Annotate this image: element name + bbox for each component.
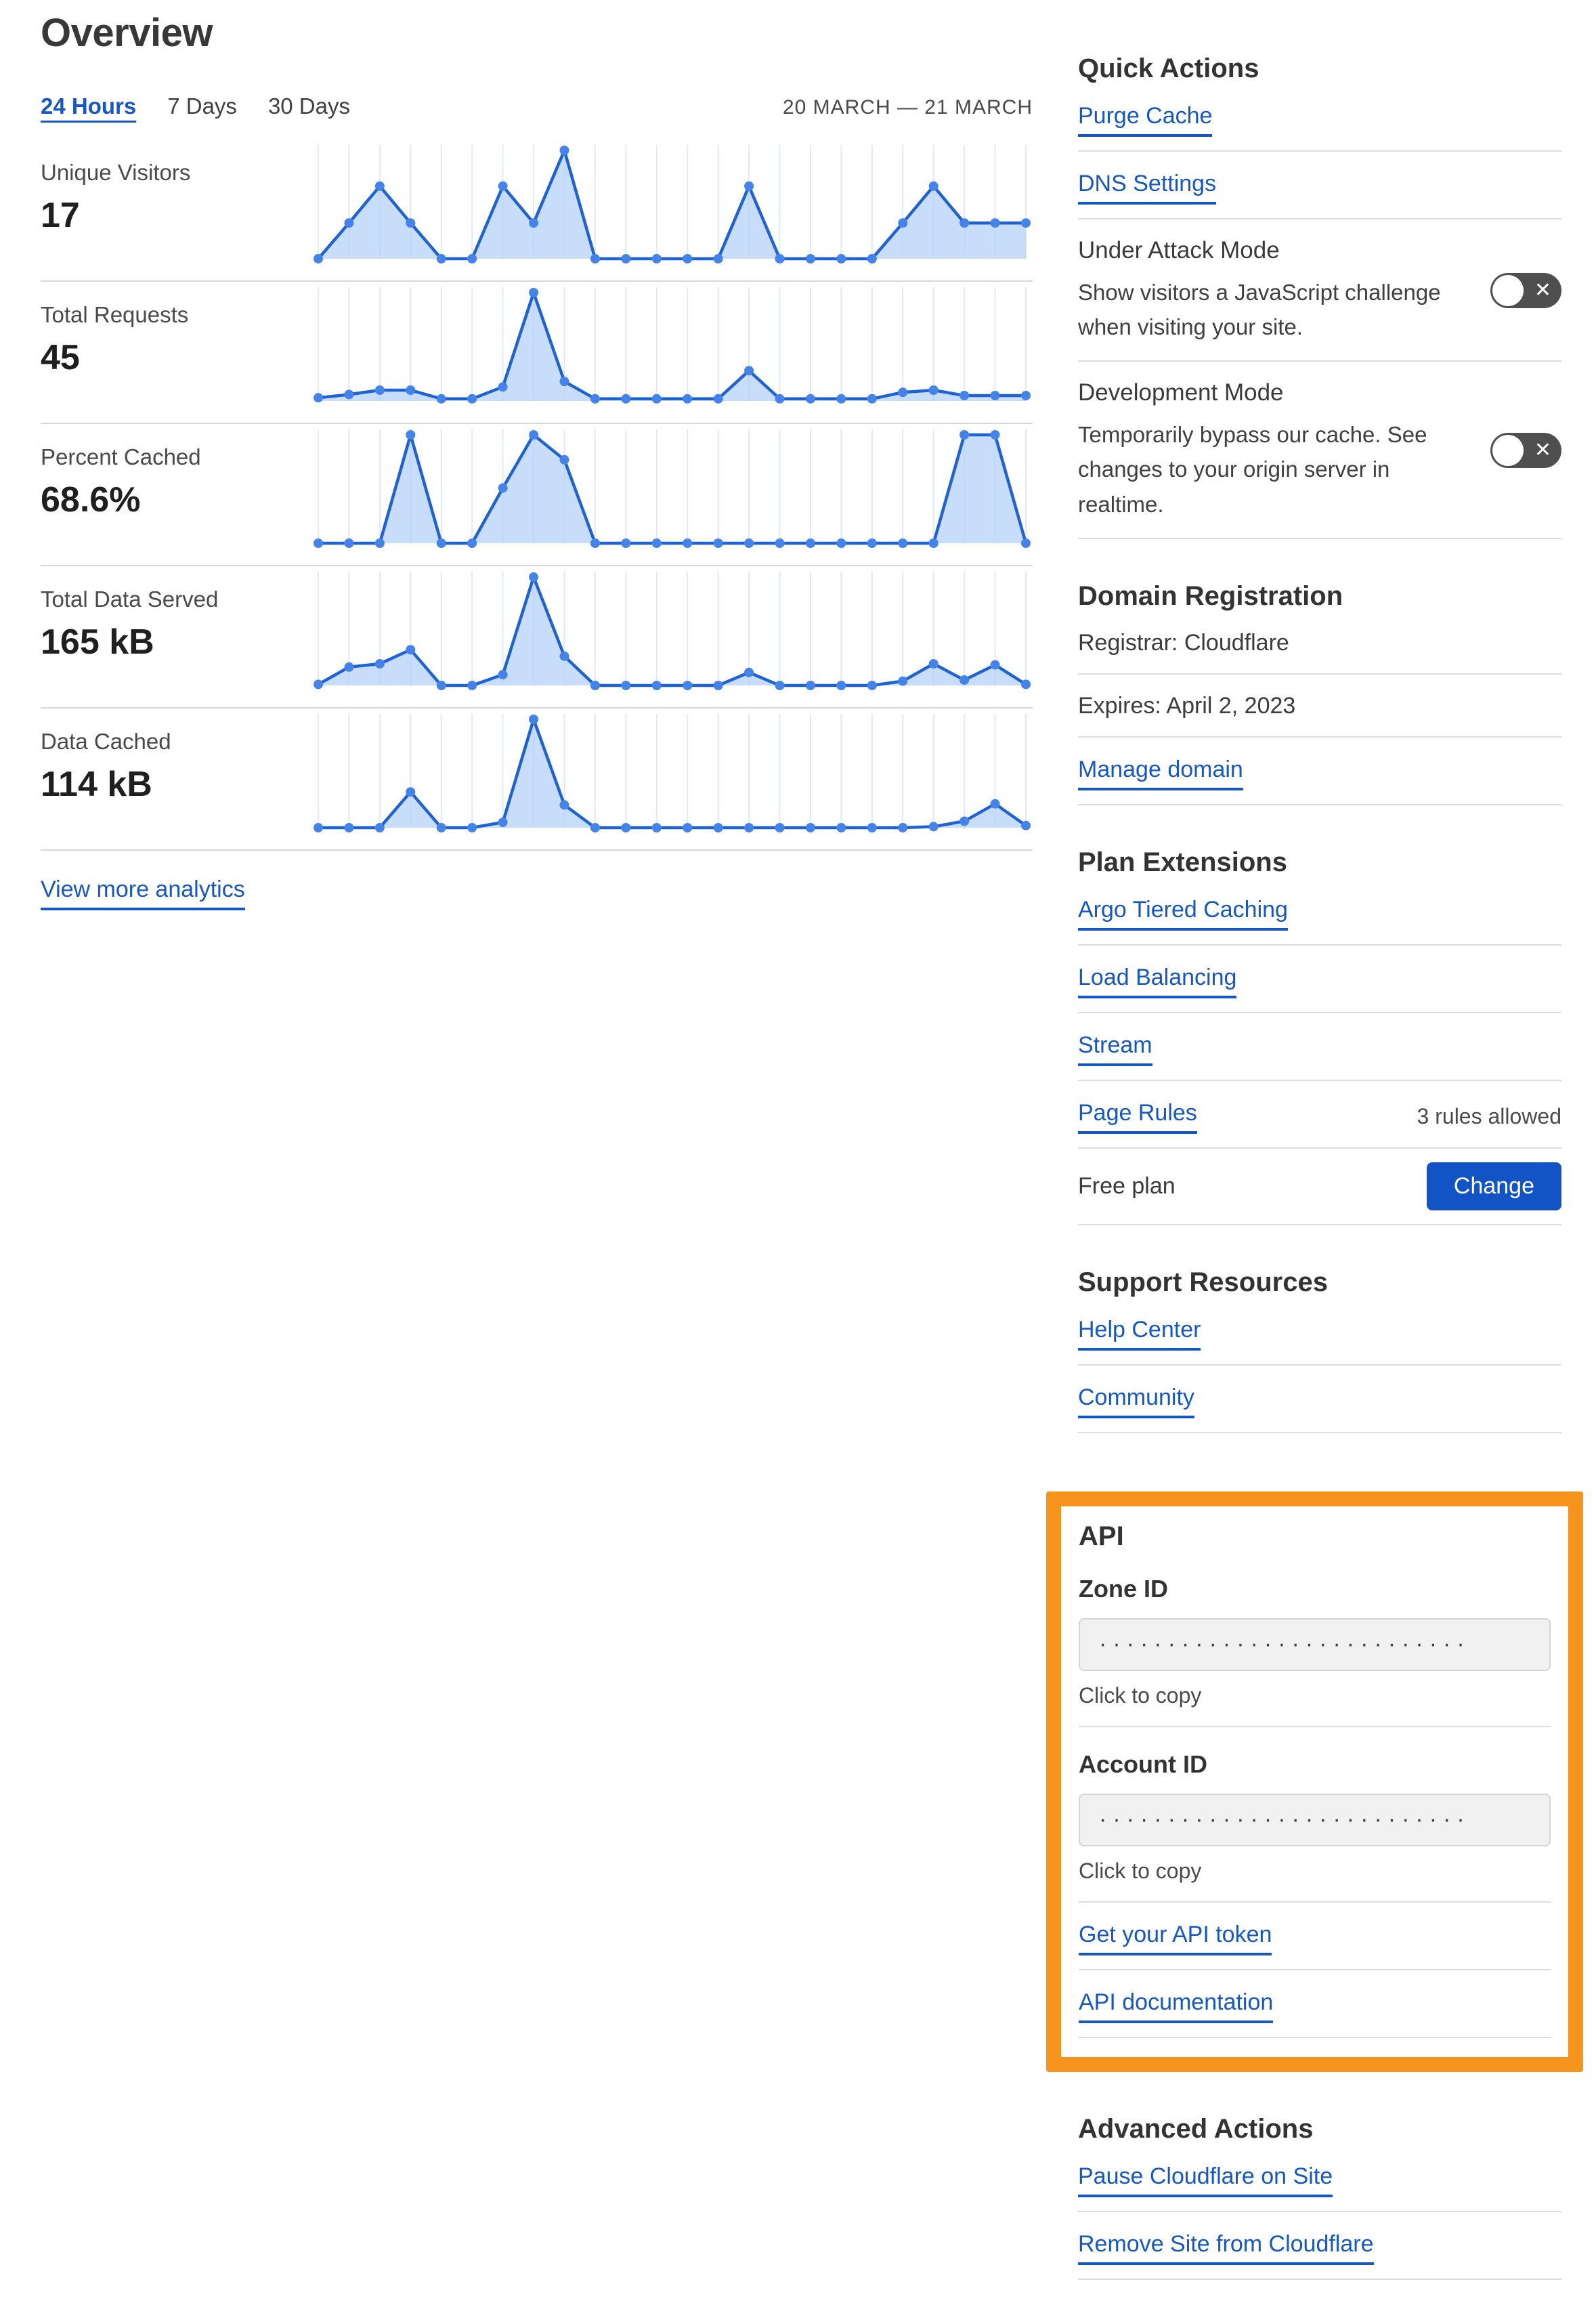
- page-title: Overview: [41, 11, 213, 55]
- domain-registration-section: Domain Registration Registrar: Cloudflar…: [1078, 581, 1561, 805]
- metric-label: Unique Visitors: [41, 160, 191, 185]
- under-attack-mode-description: Show visitors a JavaScript challenge whe…: [1078, 280, 1441, 340]
- sparkline-total-requests: [311, 284, 1033, 420]
- metric-label: Total Data Served: [41, 587, 219, 612]
- tab-7-days[interactable]: 7 Days: [167, 93, 237, 119]
- domain-registration-title: Domain Registration: [1078, 580, 1343, 611]
- sparkline-data-cached: [311, 711, 1033, 847]
- dns-settings-link[interactable]: DNS Settings: [1078, 171, 1217, 205]
- quick-actions-title: Quick Actions: [1078, 54, 1259, 83]
- advanced-actions-section: Advanced Actions Pause Cloudflare on Sit…: [1078, 2114, 1561, 2280]
- under-attack-mode-toggle[interactable]: ✕: [1490, 273, 1561, 309]
- account-id-masked-value: ···························: [1099, 1806, 1471, 1833]
- tab-30-days[interactable]: 30 Days: [267, 93, 350, 119]
- toggle-knob: [1492, 434, 1524, 466]
- metric-value: 17: [41, 196, 80, 235]
- zone-id-field: Zone ID ··························· Clic…: [1079, 1552, 1551, 1727]
- support-resources-title: Support Resources: [1078, 1267, 1328, 1297]
- page-rules-link[interactable]: Page Rules: [1078, 1100, 1197, 1134]
- metric-label: Percent Cached: [41, 444, 201, 469]
- toggle-off-x-icon: ✕: [1534, 279, 1551, 302]
- stream-link[interactable]: Stream: [1078, 1032, 1152, 1066]
- api-section-highlight-box: API Zone ID ··························· …: [1046, 1491, 1583, 2072]
- metrics-list: Unique Visitors 17 Total Requests 45 Per…: [41, 140, 1033, 851]
- metric-label: Data Cached: [41, 729, 171, 754]
- tab-24-hours[interactable]: 24 Hours: [41, 93, 137, 119]
- development-mode-row: Development Mode Temporarily bypass our …: [1078, 362, 1561, 539]
- plan-extensions-title: Plan Extensions: [1078, 847, 1287, 877]
- metric-row-unique-visitors: Unique Visitors 17: [41, 140, 1033, 282]
- purge-cache-link[interactable]: Purge Cache: [1078, 103, 1213, 137]
- expires-row: Expires: April 2, 2023: [1078, 675, 1561, 738]
- load-balancing-link[interactable]: Load Balancing: [1078, 965, 1237, 998]
- current-plan-label: Free plan: [1078, 1172, 1176, 1199]
- sparkline-total-data-served: [311, 569, 1033, 704]
- metric-row-total-data-served: Total Data Served 165 kB: [41, 566, 1033, 708]
- page-rules-allowance-note: 3 rules allowed: [1417, 1104, 1561, 1129]
- metric-row-total-requests: Total Requests 45: [41, 282, 1033, 424]
- sidebar: Quick Actions Purge Cache DNS Settings U…: [1046, 10, 1583, 2280]
- sparkline-unique-visitors: [311, 142, 1033, 278]
- date-range-label: 20 MARCH — 21 MARCH: [782, 96, 1033, 119]
- analytics-column: Overview 24 Hours 7 Days 30 Days 20 MARC…: [41, 10, 1033, 2280]
- pause-cloudflare-link[interactable]: Pause Cloudflare on Site: [1078, 2163, 1333, 2197]
- support-resources-section: Support Resources Help Center Community: [1078, 1267, 1561, 1433]
- time-range-tabs: 24 Hours 7 Days 30 Days 20 MARCH — 21 MA…: [41, 93, 1033, 119]
- get-api-token-link[interactable]: Get your API token: [1079, 1922, 1272, 1955]
- under-attack-mode-row: Under Attack Mode Show visitors a JavaSc…: [1078, 219, 1561, 362]
- help-center-link[interactable]: Help Center: [1078, 1317, 1201, 1351]
- community-link[interactable]: Community: [1078, 1384, 1194, 1418]
- advanced-actions-title: Advanced Actions: [1078, 2113, 1314, 2144]
- account-id-field: Account ID ··························· C…: [1079, 1727, 1551, 1903]
- view-more-analytics-link[interactable]: View more analytics: [41, 876, 245, 910]
- account-id-copy-hint: Click to copy: [1079, 1858, 1202, 1883]
- zone-id-masked-value: ···························: [1099, 1631, 1471, 1657]
- current-plan-row: Free plan Change: [1078, 1149, 1561, 1225]
- metric-row-percent-cached: Percent Cached 68.6%: [41, 424, 1033, 566]
- under-attack-mode-label: Under Attack Mode: [1078, 237, 1280, 263]
- zone-id-label: Zone ID: [1079, 1574, 1168, 1603]
- zone-id-copy-hint: Click to copy: [1079, 1682, 1202, 1708]
- account-id-value-box[interactable]: ···························: [1079, 1793, 1551, 1846]
- quick-actions-section: Quick Actions Purge Cache DNS Settings U…: [1078, 54, 1561, 539]
- change-plan-button[interactable]: Change: [1426, 1162, 1561, 1210]
- account-id-label: Account ID: [1079, 1750, 1208, 1778]
- toggle-off-x-icon: ✕: [1534, 438, 1551, 461]
- remove-site-link[interactable]: Remove Site from Cloudflare: [1078, 2231, 1374, 2265]
- api-documentation-link[interactable]: API documentation: [1079, 1989, 1274, 2023]
- metric-row-data-cached: Data Cached 114 kB: [41, 708, 1033, 851]
- zone-id-value-box[interactable]: ···························: [1079, 1617, 1551, 1671]
- registrar-row: Registrar: Cloudflare: [1078, 612, 1561, 675]
- metric-value: 114 kB: [41, 765, 152, 804]
- development-mode-toggle[interactable]: ✕: [1490, 432, 1561, 468]
- metric-value: 45: [41, 338, 80, 377]
- metric-label: Total Requests: [41, 302, 189, 327]
- development-mode-label: Development Mode: [1078, 379, 1284, 406]
- api-title: API: [1079, 1521, 1124, 1551]
- metric-value: 165 kB: [41, 622, 154, 662]
- manage-domain-link[interactable]: Manage domain: [1078, 757, 1243, 790]
- development-mode-description: Temporarily bypass our cache. See change…: [1078, 422, 1427, 517]
- metric-value: 68.6%: [41, 480, 141, 520]
- toggle-knob: [1492, 275, 1524, 307]
- argo-tiered-caching-link[interactable]: Argo Tiered Caching: [1078, 897, 1288, 931]
- plan-extensions-section: Plan Extensions Argo Tiered Caching Load…: [1078, 847, 1561, 1225]
- sparkline-percent-cached: [311, 427, 1033, 562]
